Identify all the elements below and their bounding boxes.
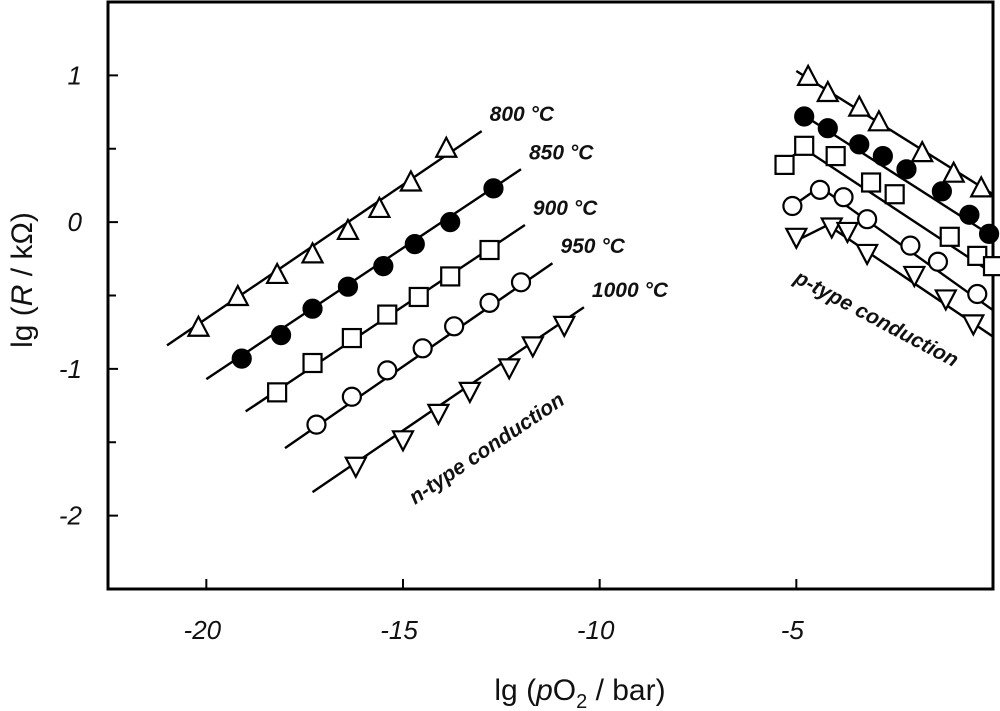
open-square-marker xyxy=(939,226,960,247)
data-markers xyxy=(186,63,1000,480)
fit-lines xyxy=(166,69,994,494)
open-circle-marker xyxy=(510,272,532,293)
filled-circle-marker xyxy=(794,106,815,127)
filled-circle-marker xyxy=(302,298,323,319)
open-triangle-down-marker xyxy=(391,430,415,453)
filled-circle-marker xyxy=(483,178,504,199)
open-triangle-up-marker xyxy=(434,135,459,158)
open-circle-marker xyxy=(833,187,854,208)
open-circle-marker xyxy=(377,360,398,381)
open-triangle-up-marker xyxy=(265,261,289,285)
open-square-marker xyxy=(408,286,429,308)
open-triangle-down-marker xyxy=(343,456,368,480)
open-square-marker xyxy=(377,304,398,325)
fit-line xyxy=(166,130,483,347)
open-square-marker xyxy=(860,172,882,193)
open-triangle-up-marker xyxy=(941,160,966,183)
filled-circle-marker xyxy=(440,212,461,233)
open-triangle-down-marker xyxy=(933,289,958,312)
filled-circle-marker xyxy=(231,348,252,369)
fit-line xyxy=(205,168,522,381)
open-square-marker xyxy=(825,145,846,167)
y-axis-title: lg (R / kΩ) xyxy=(6,212,39,348)
open-triangle-up-marker xyxy=(399,169,423,192)
open-triangle-down-marker xyxy=(552,315,577,339)
open-triangle-down-marker xyxy=(784,227,809,251)
open-triangle-up-marker xyxy=(796,63,820,86)
series-label: 900 °C xyxy=(533,197,598,220)
filled-circle-marker xyxy=(373,256,394,277)
open-circle-marker xyxy=(900,235,921,256)
open-square-marker xyxy=(982,256,1000,277)
open-triangle-down-marker xyxy=(426,403,451,427)
open-triangle-up-marker xyxy=(969,175,994,198)
series-label: 950 °C xyxy=(560,235,625,258)
open-circle-marker xyxy=(479,292,500,313)
open-triangle-up-marker xyxy=(336,217,360,241)
open-triangle-up-marker xyxy=(225,283,250,307)
open-square-marker xyxy=(774,154,795,175)
open-circle-marker xyxy=(306,414,327,435)
open-triangle-down-marker xyxy=(458,381,482,405)
filled-circle-marker xyxy=(931,181,952,202)
open-triangle-down-marker xyxy=(819,217,844,240)
filled-circle-marker xyxy=(872,145,893,167)
series-label: 800 °C xyxy=(490,103,555,126)
x-tick-label: -10 xyxy=(577,615,615,645)
y-tick-label: 0 xyxy=(68,207,83,237)
open-circle-marker xyxy=(444,316,465,337)
open-triangle-up-marker xyxy=(815,79,840,103)
open-square-marker xyxy=(967,245,988,266)
axis-ticks: -20 -15 -10 -5 1 0 -1 -2 xyxy=(59,60,805,645)
open-circle-marker xyxy=(857,209,878,230)
open-circle-marker xyxy=(341,386,362,407)
open-circle-marker xyxy=(967,283,988,305)
open-triangle-up-marker xyxy=(300,241,325,264)
filled-circle-marker xyxy=(817,118,838,139)
open-triangle-down-marker xyxy=(835,221,860,245)
open-circle-marker xyxy=(809,179,831,200)
open-triangle-down-marker xyxy=(961,314,986,337)
open-triangle-down-marker xyxy=(855,243,879,267)
open-triangle-up-marker xyxy=(867,108,891,132)
filled-circle-marker xyxy=(849,134,870,155)
filled-circle-marker xyxy=(337,276,359,297)
filled-circle-marker xyxy=(404,234,425,255)
open-triangle-down-marker xyxy=(497,358,522,381)
x-axis-title: lg (pO2 / bar) xyxy=(494,674,665,711)
open-triangle-up-marker xyxy=(186,314,211,337)
x-tick-label: -5 xyxy=(781,615,805,645)
x-tick-label: -20 xyxy=(184,615,222,645)
filled-circle-marker xyxy=(978,223,1000,244)
open-triangle-up-marker xyxy=(910,139,935,163)
p-type-annotation: p-type conduction xyxy=(790,266,962,372)
open-circle-marker xyxy=(412,338,433,359)
series-labels: 800 °C 850 °C 900 °C 950 °C 1000 °C xyxy=(490,103,669,302)
y-tick-label: -1 xyxy=(59,354,82,384)
open-square-marker xyxy=(341,327,362,349)
filled-circle-marker xyxy=(270,325,292,346)
series-label: 850 °C xyxy=(529,141,594,164)
open-square-marker xyxy=(302,352,323,374)
x-tick-label: -15 xyxy=(380,615,418,645)
open-square-marker xyxy=(440,266,461,287)
open-circle-marker xyxy=(782,195,803,217)
open-triangle-down-marker xyxy=(520,336,545,359)
series-label: 1000 °C xyxy=(592,279,669,302)
open-triangle-down-marker xyxy=(902,265,927,289)
y-tick-label: -2 xyxy=(59,501,83,531)
open-square-marker xyxy=(479,239,500,261)
open-square-marker xyxy=(267,382,288,403)
open-circle-marker xyxy=(927,251,949,272)
open-triangle-up-marker xyxy=(367,195,392,219)
open-triangle-up-marker xyxy=(847,94,872,117)
open-square-marker xyxy=(884,184,905,205)
filled-circle-marker xyxy=(896,159,917,180)
open-square-marker xyxy=(794,135,815,156)
y-tick-label: 1 xyxy=(68,60,82,90)
filled-circle-marker xyxy=(959,204,980,225)
